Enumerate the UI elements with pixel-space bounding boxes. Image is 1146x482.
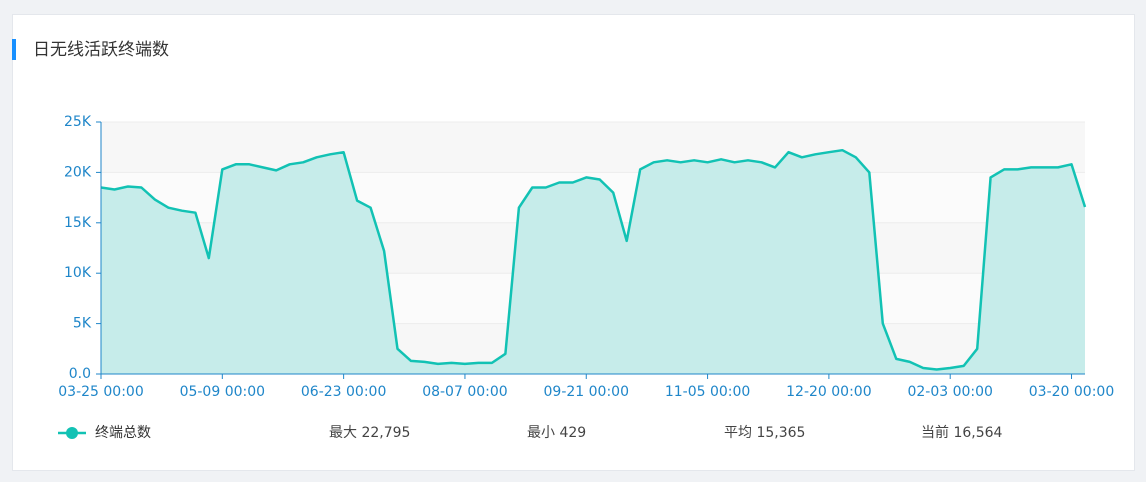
title-marker: [12, 39, 16, 60]
stat: 最小 429: [527, 425, 586, 441]
legend-label: 终端总数: [95, 425, 151, 441]
line: [100, 148, 1087, 371]
y-tick-label: 20K: [64, 164, 92, 180]
y-tick-label: 0.0: [69, 366, 91, 382]
y-tick-label: 15K: [64, 215, 92, 231]
x-tick-label: 03-20 00:00: [1029, 384, 1114, 400]
y-tick-label: 10K: [64, 265, 92, 281]
stat: 当前 16,564: [921, 424, 1003, 441]
stat: 平均 15,365: [724, 425, 805, 441]
grid-band: [101, 122, 1085, 173]
x-tick-label: 11-05 00:00: [665, 384, 750, 400]
x-tick-label: 09-21 00:00: [544, 384, 629, 400]
x-tick-label: 12-20 00:00: [786, 384, 871, 400]
area: [101, 150, 1085, 374]
card-title: 日无线活跃终端数: [33, 40, 169, 60]
x-tick-label: 03-25 00:00: [58, 384, 143, 400]
stat: 最大 22,795: [329, 425, 410, 441]
x-tick-label: 08-07 00:00: [422, 384, 507, 400]
x-tick-label: 02-03 00:00: [907, 384, 992, 400]
y-tick-label: 5K: [73, 316, 92, 332]
x-tick-label: 05-09 00:00: [180, 384, 265, 400]
y-tick-label: 25K: [64, 114, 92, 130]
x-tick-label: 06-23 00:00: [301, 384, 386, 400]
legend-marker: [66, 427, 78, 439]
